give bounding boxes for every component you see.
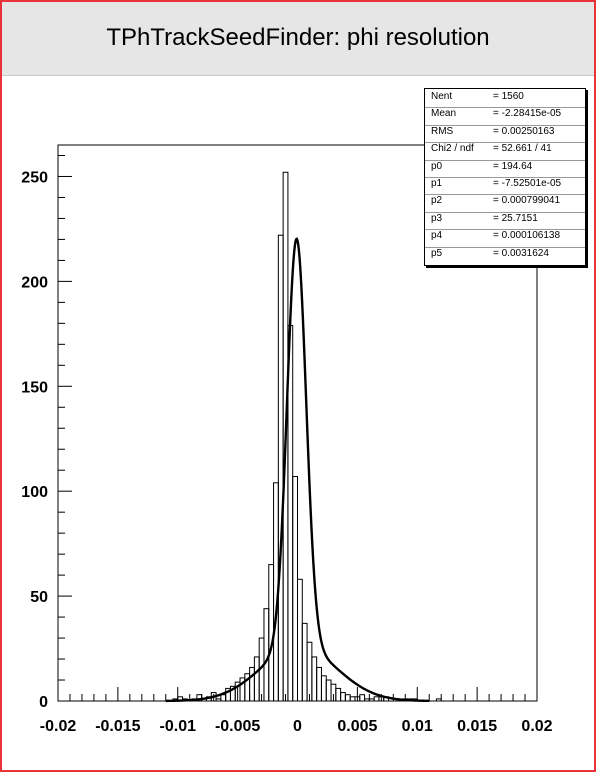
histogram-bin [335, 687, 342, 702]
stat-row: Mean = -2.28415e-05 [431, 108, 561, 125]
x-tick-label: 0.015 [457, 718, 497, 735]
histogram-bin [253, 656, 260, 702]
x-tick-label: -0.005 [215, 718, 260, 735]
stat-separator [425, 229, 585, 231]
stat-key: p4 [431, 230, 443, 242]
stat-value: = -2.28415e-05 [493, 108, 562, 120]
stat-key: p0 [431, 160, 443, 172]
stat-value: = 0.0031624 [493, 247, 549, 259]
statistics-box: Nent = 1560 Mean = -2.28415e-05 RMS = 0.00250… [424, 88, 586, 266]
histogram-bin [344, 694, 351, 702]
stat-key: Mean [431, 108, 457, 120]
stat-separator [425, 142, 585, 144]
histogram-bin [249, 666, 255, 702]
stat-value: = 1560 [493, 91, 524, 102]
x-tick-label: -0.01 [160, 718, 197, 735]
stat-separator [425, 107, 585, 109]
stat-separator [425, 177, 585, 178]
histogram-bin [325, 679, 332, 702]
y-tick-label: 50 [30, 589, 48, 606]
x-tick-label: -0.02 [40, 718, 77, 735]
x-tick-label: 0 [293, 718, 302, 735]
stat-row: p3 = 25.7151 [431, 213, 538, 230]
fit-curve [165, 237, 430, 703]
canvas-border-bottom [0, 770, 596, 772]
stat-separator [425, 211, 585, 213]
canvas-border-top [0, 0, 596, 2]
histogram-bin [316, 666, 322, 702]
stat-value: = 0.000799041 [493, 195, 561, 207]
plot-title: TPhTrackSeedFinder: phi resolution [106, 24, 490, 51]
stat-row: p0 = 194.64 [431, 161, 532, 178]
stat-row: p4 = 0.000106138 [431, 230, 560, 247]
canvas-border-left [0, 0, 2, 772]
stat-key: p3 [431, 212, 443, 224]
title-box: TPhTrackSeedFinder: phi resolution [2, 2, 594, 76]
histogram-bin [340, 692, 346, 702]
y-tick-label: 150 [21, 379, 48, 396]
x-tick-label: 0.005 [337, 718, 377, 735]
stat-key: p2 [431, 195, 443, 207]
stat-key: p5 [431, 247, 443, 259]
stat-value: = 52.661 / 41 [493, 143, 552, 155]
histogram-bin [301, 622, 308, 702]
histogram-bin [349, 696, 356, 702]
stat-value: = 25.7151 [493, 212, 538, 224]
y-tick-label: 100 [21, 484, 48, 501]
histogram-bin [277, 234, 284, 702]
stat-separator [425, 124, 585, 126]
histogram-bin [311, 656, 318, 702]
stat-row: Nent = 1560 [431, 91, 524, 108]
stat-value: = 0.000106138 [493, 230, 561, 242]
x-tick-label: 0.02 [521, 718, 552, 735]
histogram-bin [220, 694, 227, 702]
histogram-bin [215, 698, 222, 702]
y-tick-label: 250 [21, 169, 48, 186]
stat-separator [425, 246, 585, 248]
x-tick-label: -0.015 [95, 718, 140, 735]
stat-key: p1 [431, 178, 443, 189]
histogram-bin [359, 694, 366, 702]
stat-row: RMS = 0.00250163 [431, 126, 554, 143]
y-tick-label: 200 [21, 274, 48, 291]
stat-row: Chi2 / ndf = 52.661 / 41 [431, 143, 552, 160]
stat-separator [425, 159, 585, 161]
histogram-bin [364, 698, 370, 702]
histogram-bin [368, 698, 375, 702]
histogram-bin [292, 476, 298, 702]
y-tick-label: 0 [39, 694, 48, 711]
stat-key: Chi2 / ndf [431, 143, 474, 155]
stat-key: Nent [431, 91, 453, 102]
histogram-bin [297, 578, 303, 702]
histogram-bin [306, 641, 313, 702]
histogram-bin [320, 675, 327, 702]
stat-separator [425, 194, 585, 196]
stat-value: = -7.52501e-05 [493, 178, 562, 189]
stat-key: RMS [431, 125, 454, 137]
stat-row: p1 = -7.52501e-05 [431, 178, 561, 195]
stat-value: = 194.64 [493, 160, 533, 172]
stat-row: p5 = 0.0031624 [431, 248, 549, 265]
stat-row: p2 = 0.000799041 [431, 195, 560, 212]
canvas-border-right [594, 0, 596, 772]
histogram-bin [435, 698, 442, 702]
stat-value: = 0.00250163 [493, 125, 555, 137]
x-tick-label: 0.01 [402, 718, 433, 735]
histogram-bin [373, 696, 380, 702]
